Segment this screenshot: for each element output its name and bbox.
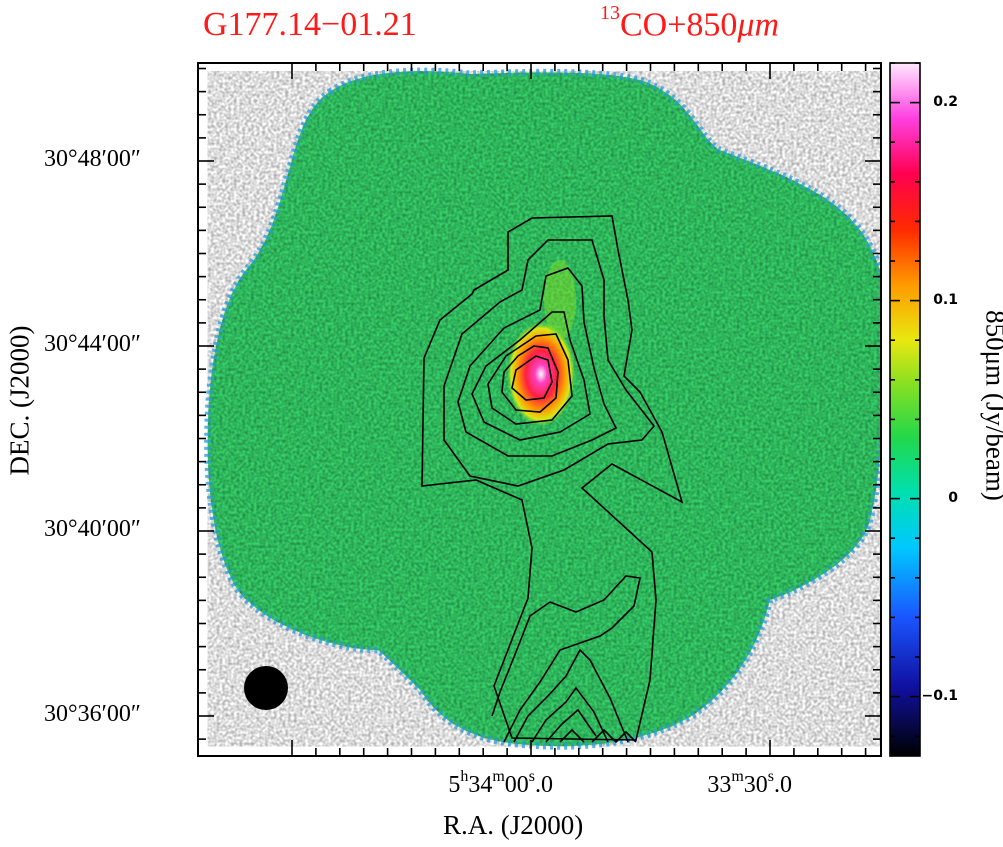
ra-tick-label: 33m30s.0: [707, 768, 792, 799]
contour-south-3: [531, 686, 609, 743]
contour-level-2: [443, 239, 656, 487]
ra-seconds: 00: [504, 772, 529, 798]
colorbar-tick-label: 0.2: [933, 93, 958, 110]
tracer-title: 13CO+850μm: [600, 2, 780, 44]
contour-south-6: [591, 728, 637, 744]
dec-tick-label: 30°48′00″: [44, 146, 141, 172]
13co-contours: [421, 215, 684, 744]
y-axis-title: DEC. (J2000): [4, 325, 35, 476]
source-title: G177.14−01.21: [203, 6, 417, 43]
dec-tick-label: 30°44′00″: [44, 331, 141, 357]
dec-tick-label: 30°36′00″: [44, 701, 141, 727]
contour-level-7: [511, 355, 553, 401]
frame-ticks: [198, 63, 881, 756]
ra-fraction: .0: [535, 772, 553, 798]
x-axis-title: R.A. (J2000): [443, 810, 584, 840]
beam-size-marker: [244, 666, 288, 710]
contour-level-4: [471, 311, 591, 441]
ra-seconds-unit: s: [767, 768, 774, 785]
tracer-unit: μm: [737, 6, 780, 44]
colorbar-tick-label: −0.1: [921, 687, 958, 704]
ra-minutes-unit: m: [492, 768, 505, 785]
colorbar: [889, 62, 921, 757]
colorbar-tick-label: 0.1: [933, 291, 958, 308]
ra-fraction: .0: [774, 772, 792, 798]
ra-seconds: 30: [743, 772, 768, 798]
contour-level-1: [421, 215, 684, 741]
tracer-isotope-superscript: 13: [600, 2, 620, 24]
ra-hours: 5: [448, 772, 461, 798]
contour-south-5: [559, 728, 585, 743]
ra-minutes: 33: [707, 772, 732, 798]
contour-level-3: [457, 267, 618, 457]
colorbar-tick-label: 0: [948, 489, 958, 506]
contour-level-5: [487, 333, 573, 425]
contour-level-6: [501, 345, 559, 413]
ra-minutes-unit: m: [731, 768, 744, 785]
plot-frame: [197, 62, 882, 757]
colorbar-ticks: [890, 62, 920, 738]
ra-minutes: 34: [468, 772, 493, 798]
emission-peak: [507, 322, 575, 426]
ra-hours-unit: h: [460, 768, 469, 785]
colorbar-title: 850μm (Jy/beam): [980, 310, 1003, 501]
contour-south-1: [491, 575, 641, 743]
tracer-main: CO+850: [620, 6, 738, 44]
ra-seconds-unit: s: [528, 768, 535, 785]
dec-tick-label: 30°40′00″: [44, 516, 141, 542]
ra-tick-label: 5h34m00s.0: [448, 768, 553, 799]
contour-south-2: [513, 648, 629, 743]
contour-south-4: [545, 708, 597, 743]
